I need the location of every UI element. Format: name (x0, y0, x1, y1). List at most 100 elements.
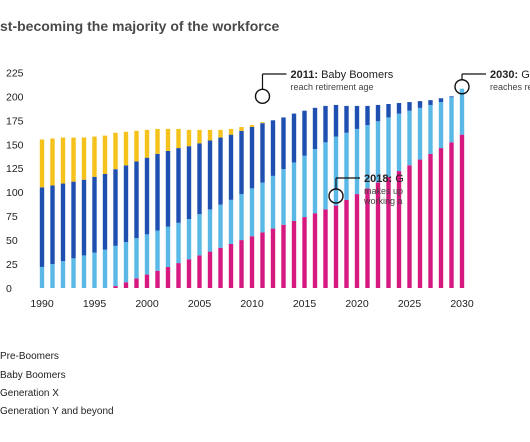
bar-segment (113, 245, 118, 287)
legend-label: Generation X (0, 388, 59, 399)
bar-segment (417, 107, 423, 160)
bar-segment (186, 219, 192, 260)
bar-segment (39, 139, 45, 188)
legend-label: Baby Boomers (0, 370, 66, 381)
annotation-marker (254, 88, 271, 105)
bar-segment (207, 140, 213, 210)
y-tick-label: 100 (6, 187, 24, 199)
bar-segment (113, 286, 118, 288)
bar-segment (281, 117, 286, 170)
bar-segment (197, 143, 202, 215)
legend-item-generation-y: Generation Y and beyond (0, 406, 114, 417)
bar-segment (123, 165, 129, 242)
legend-label: Pre-Boomers (0, 351, 59, 362)
y-tick-label: 225 (6, 67, 24, 79)
bar-segment (375, 104, 381, 122)
bar-segment (260, 182, 265, 233)
bar-segment (197, 255, 202, 288)
bar-segment (239, 127, 244, 131)
y-tick-label: 0 (6, 283, 12, 295)
bar-segment (396, 113, 402, 172)
bar-segment (113, 169, 118, 246)
bar-segment (312, 213, 318, 288)
bar-segment (134, 161, 139, 239)
bar-segment (249, 125, 255, 127)
bar-segment (270, 228, 276, 288)
bar-segment (123, 282, 129, 288)
bar-segment (218, 137, 223, 205)
bar-segment (81, 179, 87, 256)
bar-segment (438, 102, 444, 149)
x-tick-label: 2030 (450, 298, 474, 310)
x-tick-label: 2010 (240, 298, 264, 310)
y-tick-label: 150 (6, 139, 24, 151)
legend-label: Generation Y and beyond (0, 406, 114, 417)
bar-segment (39, 187, 45, 267)
bar-segment (281, 169, 286, 225)
annotation-subtitle: working a (363, 196, 403, 206)
chart-title: st-becoming the majority of the workforc… (0, 18, 280, 34)
bar-segment (50, 264, 55, 288)
bar-segment (312, 107, 318, 150)
bar-segment (449, 96, 454, 98)
bar-segment (176, 263, 181, 288)
bar-segment (176, 148, 181, 223)
bar-segment (186, 129, 192, 147)
annotation-subtitle: reach retirement age (291, 82, 374, 92)
bar-segment (449, 97, 454, 143)
bar-segment (218, 247, 223, 288)
bar-stacks (39, 88, 465, 288)
bar-segment (228, 243, 234, 288)
bar-segment (71, 258, 76, 288)
bar-segment (333, 136, 339, 206)
bar-segment (144, 234, 150, 275)
bar-segment (144, 129, 150, 158)
y-tick-label: 25 (6, 259, 18, 271)
bar-segment (428, 100, 433, 105)
bar-segment (134, 278, 139, 288)
bar-segment (249, 127, 255, 189)
bar-segment (365, 188, 370, 288)
bar-segment (102, 135, 108, 174)
bar-segment (249, 236, 255, 288)
bar-segment (218, 204, 223, 248)
bar-segment (375, 121, 381, 183)
bar-segment (186, 146, 192, 219)
annotation-subtitle: reaches re (490, 82, 530, 92)
bar-segment (92, 176, 97, 253)
bar-segment (165, 150, 171, 227)
bar-segment (407, 110, 412, 166)
y-tick-label: 125 (6, 163, 24, 175)
bar-segment (302, 110, 307, 156)
bar-segment (239, 240, 244, 288)
y-axis-ticks: 0 25 50 75 100 125 150 175 200 225 (6, 67, 24, 295)
bar-segment (113, 132, 118, 170)
bar-segment (207, 209, 213, 252)
bar-segment (375, 182, 381, 288)
bar-segment (102, 249, 108, 288)
bar-segment (155, 153, 160, 231)
bar-segment (123, 242, 129, 283)
bar-segment (270, 120, 276, 176)
bar-segment (239, 130, 244, 195)
bar-segment (50, 138, 55, 186)
bar-segment (386, 176, 391, 288)
bar-segment (344, 105, 349, 133)
bar-segment (386, 117, 391, 177)
bar-segment (60, 137, 66, 184)
bar-segment (71, 137, 76, 182)
legend-item-baby-boomers: Baby Boomers (0, 370, 66, 381)
bar-segment (459, 134, 465, 288)
bar-segment (333, 205, 339, 288)
bar-segment (176, 222, 181, 264)
bar-segment (71, 181, 76, 259)
bar-segment (438, 98, 444, 103)
bar-segment (228, 199, 234, 244)
bar-segment (186, 259, 192, 288)
y-tick-label: 175 (6, 115, 24, 127)
bar-segment (270, 175, 276, 229)
annotation-subtitle: makes up (364, 186, 403, 196)
x-tick-label: 2020 (345, 298, 369, 310)
bar-segment (302, 217, 307, 288)
workforce-chart: 0 25 50 75 100 125 150 175 200 225 1990 1995 2000 20… (6, 67, 530, 310)
